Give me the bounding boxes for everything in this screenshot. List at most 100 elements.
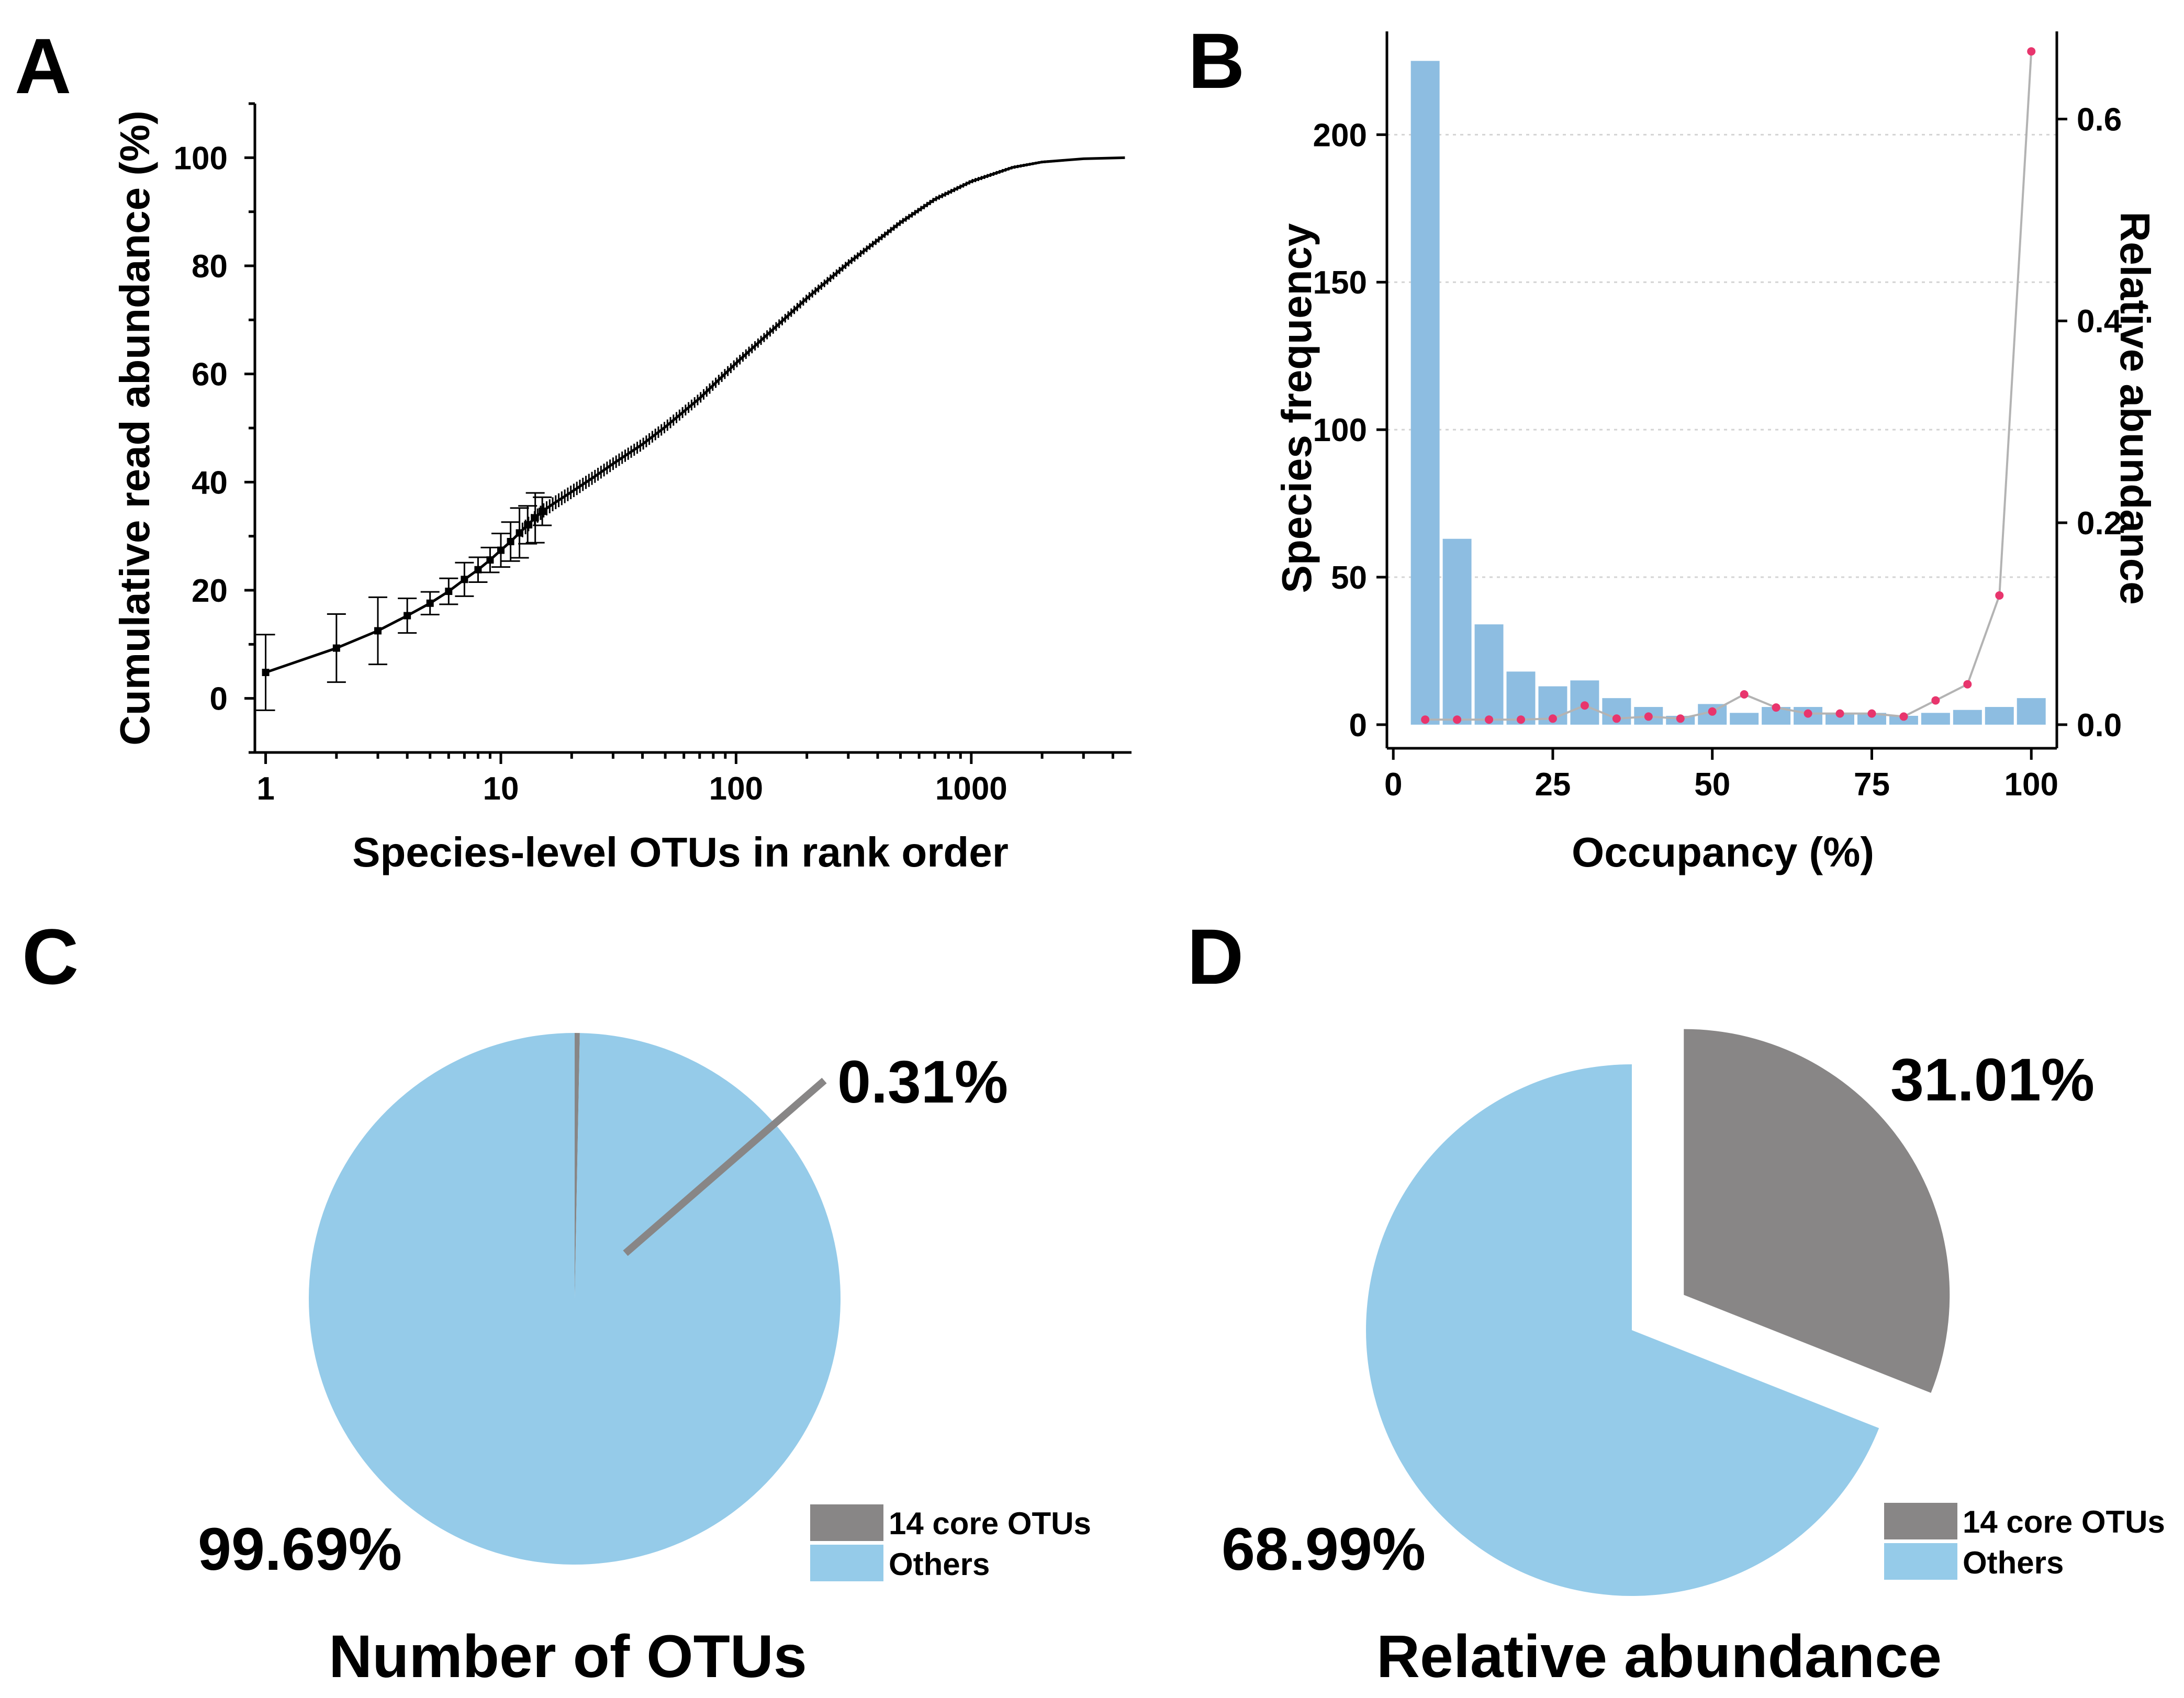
y2-tick-label-b: 0.0 bbox=[2077, 707, 2122, 744]
abundance-point-b bbox=[2027, 47, 2036, 56]
y2-tick-label-b: 0.2 bbox=[2077, 505, 2122, 542]
slice-label-core-d: 31.01% bbox=[1890, 1047, 2095, 1114]
y-tick-label-b: 0 bbox=[1349, 707, 1367, 744]
abundance-point-b bbox=[1421, 715, 1430, 724]
panel-b: B 0 50 100 150 200 0.0 0.2 0.4 0.6 0 25 50 75 100 O… bbox=[1188, 17, 2158, 875]
legend-label-core-c: 14 core OTUs bbox=[889, 1506, 1091, 1541]
data-point-a bbox=[332, 644, 340, 652]
gridlines-b bbox=[1387, 133, 2057, 578]
y-ticks-b-right: 0.0 0.2 0.4 0.6 bbox=[2057, 102, 2122, 744]
y-tick-label-a: 40 bbox=[192, 465, 228, 501]
abundance-series-b bbox=[1421, 47, 2036, 724]
bar-b bbox=[1410, 61, 1440, 725]
x-tick-label-a: 100 bbox=[709, 771, 763, 807]
x-tick-label-a: 10 bbox=[483, 771, 519, 807]
data-point-a bbox=[474, 566, 482, 574]
legend-swatch-core-c bbox=[810, 1504, 883, 1541]
data-point-a bbox=[531, 514, 539, 522]
y-axis-title-b-left: Species frequency bbox=[1273, 223, 1320, 593]
slice-label-others-c: 99.69% bbox=[198, 1516, 402, 1583]
panel-c: C 0.31% 99.69% 14 core OTUs Others Numbe… bbox=[22, 913, 1091, 1690]
cumulative-curve-a bbox=[265, 156, 1125, 674]
y-tick-label-a: 100 bbox=[174, 140, 228, 176]
x-tick-label-b: 100 bbox=[2004, 767, 2058, 803]
abundance-point-b bbox=[1485, 715, 1494, 724]
bar-b bbox=[1442, 538, 1472, 725]
abundance-point-b bbox=[1708, 707, 1717, 716]
abundance-point-b bbox=[1995, 591, 2004, 600]
data-point-a bbox=[486, 556, 494, 564]
pie-c-slice-others bbox=[309, 1032, 841, 1565]
abundance-point-b bbox=[1963, 680, 1972, 689]
plot-area-a bbox=[256, 156, 1125, 711]
abundance-point-b bbox=[1676, 714, 1685, 723]
y-axis-title-b-right: Relative abundance bbox=[2112, 211, 2158, 604]
pie-c-slice-core bbox=[575, 1033, 580, 1299]
panel-letter-a: A bbox=[15, 22, 71, 110]
x-axis-title-b: Occupancy (%) bbox=[1572, 829, 1874, 875]
data-point-a bbox=[516, 529, 523, 537]
legend-label-others-c: Others bbox=[889, 1547, 990, 1582]
data-point-a bbox=[262, 669, 270, 677]
data-point-a bbox=[374, 627, 382, 635]
data-point-a bbox=[445, 588, 453, 595]
pie-d-slice-others bbox=[1366, 1064, 1879, 1596]
y-tick-label-a: 60 bbox=[192, 357, 228, 393]
x-tick-label-a: 1000 bbox=[935, 771, 1007, 807]
bar-b bbox=[1730, 713, 1759, 725]
data-point-a bbox=[404, 612, 411, 620]
abundance-point-b bbox=[1835, 709, 1844, 718]
x-tick-label-b: 0 bbox=[1384, 767, 1402, 803]
panel-d: D 31.01% 68.99% 14 core OTUs Others Rela… bbox=[1187, 913, 2165, 1690]
abundance-point-b bbox=[1899, 712, 1908, 721]
data-point-a bbox=[426, 599, 434, 607]
bar-b bbox=[1857, 713, 1886, 725]
data-point-a bbox=[539, 508, 546, 515]
y-tick-label-a: 20 bbox=[192, 573, 228, 609]
y-tick-label-b: 200 bbox=[1313, 117, 1367, 153]
abundance-point-b bbox=[1644, 712, 1653, 721]
legend-swatch-others-d bbox=[1884, 1543, 1957, 1580]
y-tick-label-b: 100 bbox=[1313, 412, 1367, 448]
data-point-a bbox=[524, 521, 532, 528]
abundance-point-b bbox=[1580, 701, 1589, 710]
pie-title-d: Relative abundance bbox=[1376, 1623, 1942, 1690]
y2-tick-label-b: 0.4 bbox=[2077, 303, 2122, 340]
x-tick-label-b: 75 bbox=[1854, 767, 1890, 803]
x-ticks-b: 0 25 50 75 100 bbox=[1384, 748, 2058, 803]
abundance-point-b bbox=[1931, 696, 1940, 705]
y-tick-label-a: 80 bbox=[192, 249, 228, 285]
bar-b bbox=[2017, 698, 2046, 725]
y-axis-title-a: Cumulative read abundance (%) bbox=[111, 110, 158, 746]
bar-b bbox=[1825, 713, 1854, 725]
bar-b bbox=[1474, 624, 1504, 725]
x-axis-title-a: Species-level OTUs in rank order bbox=[352, 829, 1009, 875]
abundance-line-b bbox=[1425, 51, 2033, 721]
x-tick-label-b: 25 bbox=[1535, 767, 1571, 803]
legend-swatch-core-d bbox=[1884, 1503, 1957, 1539]
abundance-point-b bbox=[1772, 703, 1780, 712]
y-tick-label-a: 0 bbox=[210, 681, 228, 717]
x-tick-label-b: 50 bbox=[1694, 767, 1730, 803]
abundance-point-b bbox=[1804, 709, 1812, 718]
pie-d bbox=[1366, 1029, 1950, 1596]
slice-label-others-d: 68.99% bbox=[1222, 1516, 1426, 1583]
abundance-point-b bbox=[1517, 715, 1525, 724]
legend-label-others-d: Others bbox=[1963, 1545, 2064, 1580]
abundance-point-b bbox=[1740, 690, 1749, 699]
panel-letter-c: C bbox=[22, 913, 79, 1000]
abundance-point-b bbox=[1548, 714, 1557, 723]
y-ticks-a: 0 20 40 60 80 100 bbox=[174, 102, 255, 754]
bars-b bbox=[1410, 61, 2046, 725]
bar-b bbox=[1985, 707, 2014, 725]
legend-swatch-others-c bbox=[810, 1545, 883, 1581]
abundance-point-b bbox=[1453, 715, 1462, 724]
pie-title-c: Number of OTUs bbox=[329, 1623, 807, 1690]
y-tick-label-b: 150 bbox=[1313, 265, 1367, 301]
x-tick-label-a: 1 bbox=[256, 771, 274, 807]
pie-c bbox=[309, 1032, 841, 1565]
abundance-point-b bbox=[1867, 709, 1876, 718]
data-point-a bbox=[507, 538, 514, 545]
y-ticks-b-left: 0 50 100 150 200 bbox=[1313, 117, 1387, 744]
